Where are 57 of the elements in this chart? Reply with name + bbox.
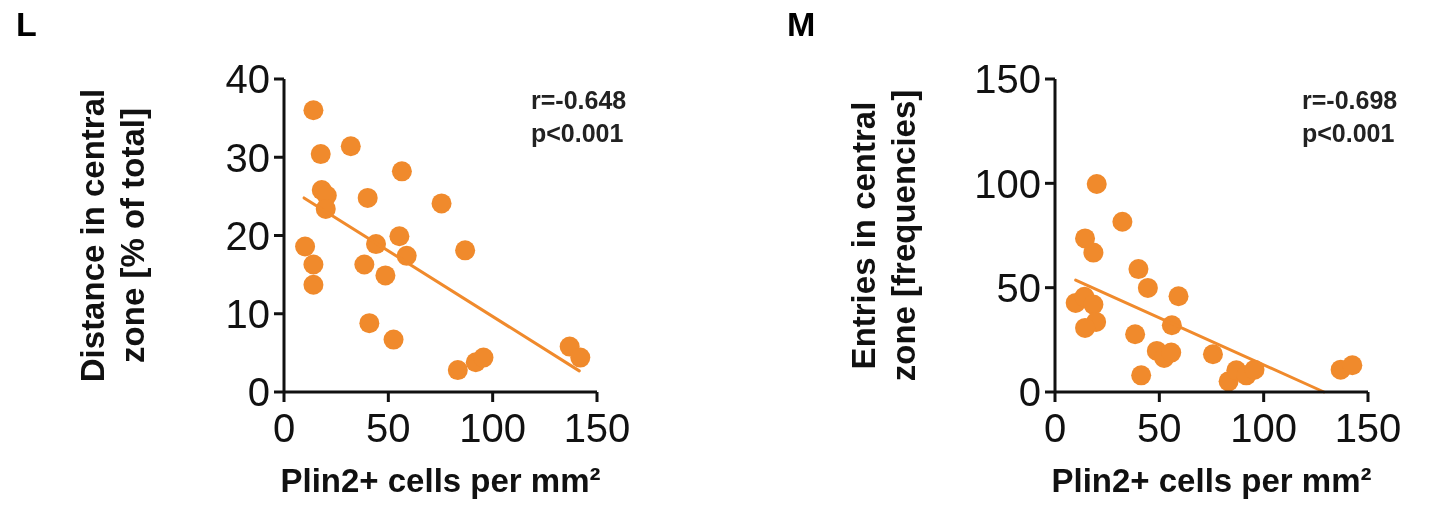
point [1168, 286, 1189, 307]
y-tick-label: 150 [974, 57, 1041, 102]
x-tick-label: 50 [366, 406, 411, 450]
y-tick-label: 20 [225, 213, 270, 258]
y-tick-label: 0 [1018, 370, 1041, 415]
point [1083, 242, 1104, 263]
x-tick-label: 150 [563, 406, 631, 450]
point [570, 347, 591, 368]
x-tick-label: 150 [1334, 406, 1402, 450]
y-tick-label: 100 [974, 161, 1041, 206]
point [1137, 277, 1158, 298]
point [310, 144, 331, 165]
point [389, 226, 410, 247]
point [375, 265, 396, 286]
point [1342, 355, 1363, 376]
annotation: r=-0.698 [1302, 86, 1398, 114]
y-axis-title: Entries in central zone [frequencies] [845, 89, 922, 382]
x-tick-label: 100 [1230, 406, 1298, 450]
point [295, 236, 316, 257]
annotation: p<0.001 [1302, 119, 1395, 147]
chart-title: M [787, 5, 816, 43]
y-tick-label: 50 [996, 266, 1041, 311]
y-tick-label: 0 [247, 370, 270, 415]
point [1128, 259, 1149, 280]
y-tick-label: 30 [225, 135, 270, 180]
x-axis-title: Plin2+ cells per mm² [280, 462, 601, 499]
point [1131, 365, 1152, 386]
x-tick-label: 100 [459, 406, 527, 450]
x-tick-label: 50 [1137, 406, 1182, 450]
y-tick-label: 40 [225, 57, 270, 102]
point [303, 100, 324, 121]
point [383, 329, 404, 350]
point [359, 313, 380, 334]
point [303, 274, 324, 295]
annotation: p<0.001 [531, 119, 624, 147]
point [340, 136, 361, 157]
x-axis-title: Plin2+ cells per mm² [1051, 462, 1372, 499]
y-axis-title: Distance in central zone [% of total] [74, 88, 151, 383]
point [431, 193, 452, 214]
point [1086, 173, 1107, 194]
point [455, 240, 476, 261]
point [1075, 317, 1096, 338]
point [1083, 294, 1104, 315]
point [303, 254, 324, 275]
annotation: r=-0.648 [531, 86, 627, 114]
point [357, 187, 378, 208]
point [391, 161, 412, 182]
point [1125, 324, 1146, 345]
point [1112, 211, 1133, 232]
point [354, 254, 375, 275]
point [1161, 342, 1182, 363]
point [473, 347, 494, 368]
point [1075, 228, 1096, 249]
point [1202, 344, 1223, 365]
chart-title: L [16, 5, 37, 43]
y-tick-label: 10 [225, 292, 270, 337]
point [447, 360, 468, 381]
